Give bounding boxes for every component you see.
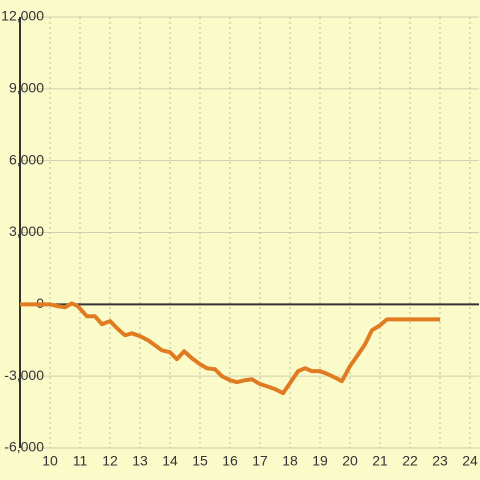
- x-tick-label: 10: [42, 453, 58, 469]
- y-tick-label: 3,000: [9, 223, 44, 239]
- x-tick-label: 18: [282, 453, 298, 469]
- x-tick-label: 14: [162, 453, 178, 469]
- x-tick-label: 19: [312, 453, 328, 469]
- x-tick-label: 20: [342, 453, 358, 469]
- x-tick-label: 24: [462, 453, 478, 469]
- x-tick-label: 17: [252, 453, 268, 469]
- x-tick-label: 16: [222, 453, 238, 469]
- x-tick-label: 13: [132, 453, 148, 469]
- y-tick-label: 6,000: [9, 151, 44, 167]
- y-tick-label: -6,000: [4, 439, 44, 455]
- y-tick-label: 9,000: [9, 80, 44, 96]
- x-tick-label: 21: [372, 453, 388, 469]
- x-tick-label: 23: [432, 453, 448, 469]
- x-tick-label: 15: [192, 453, 208, 469]
- y-tick-label: 12,000: [1, 8, 44, 24]
- x-tick-label: 22: [402, 453, 418, 469]
- x-tick-label: 12: [102, 453, 118, 469]
- data-line: [20, 301, 440, 396]
- x-tick-label: 11: [73, 453, 88, 469]
- y-tick-label: -3,000: [4, 367, 44, 383]
